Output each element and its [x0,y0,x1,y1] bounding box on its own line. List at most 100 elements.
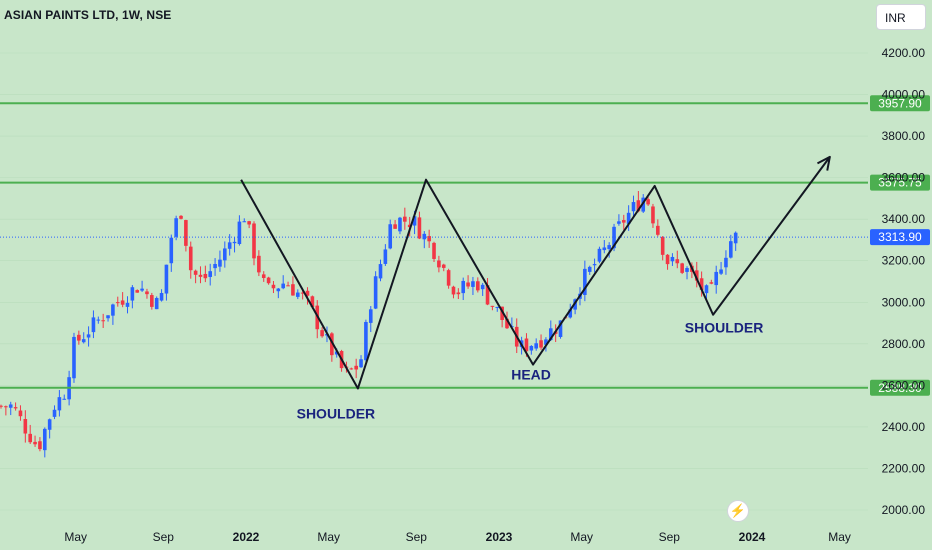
candle-body [184,220,188,246]
candle-body [709,282,714,284]
candle-body [8,404,13,408]
candle-body [544,339,548,345]
candle-body [208,271,213,277]
price-tick-label: 2200.00 [882,461,926,475]
candle-body [4,406,8,408]
price-tick-label: 2800.00 [882,337,926,351]
lightning-button[interactable]: ⚡ [727,500,749,522]
pattern-lines [240,155,831,390]
time-tick-label: Sep [659,530,681,544]
candle-body [164,264,169,294]
candle-body [388,224,393,249]
candle-body [203,273,208,279]
candle-body [451,286,456,295]
candle-body [227,242,232,249]
chart-title: ASIAN PAINTS LTD, 1W, NSE [4,8,172,22]
candle-body [441,264,446,268]
candle-body [72,336,76,379]
candle-body [193,270,198,275]
candle-body [656,225,660,235]
candle-body [597,248,602,262]
candle-body [612,226,616,249]
candle-body [378,264,383,279]
candle-body [13,407,18,409]
candle-body [232,241,237,244]
candle-body [548,328,553,341]
candle-body [77,334,81,341]
candle-body [704,285,709,294]
pattern-label: SHOULDER [297,405,376,421]
candle-body [33,441,37,445]
level-price-tag [870,174,930,191]
pattern-annotations: SHOULDER HEAD SHOULDER [297,320,764,422]
candle-body [150,295,154,307]
candle-body [636,200,641,212]
time-tick-label: May [64,530,87,544]
candle-body [295,292,300,297]
candle-body [417,217,422,239]
candle-body [412,216,417,226]
candle-body [714,271,719,286]
price-tick-label: 3000.00 [882,295,926,309]
time-tick-label: 2023 [486,530,513,544]
candle-body [247,221,251,225]
candle-body [101,320,105,322]
level-price-label: 3957.90 [878,96,922,110]
price-tick-label: 2000.00 [882,503,926,517]
price-tick-label: 2400.00 [882,420,926,434]
candle-body [592,264,597,266]
candle-body [115,302,120,304]
candle-body [583,268,587,295]
candle-body [62,398,67,400]
candle-body [218,259,222,267]
candle-body [242,221,247,223]
candle-body [699,278,704,291]
candle-body [456,292,461,295]
candle-body [719,269,723,274]
price-tick-label: 2600.00 [882,378,926,392]
candle-body [534,343,538,349]
candle-body [18,410,23,417]
candle-body [23,419,28,434]
candle-body [621,220,626,223]
candle-body [159,292,164,301]
candle-body [631,202,636,212]
candle-body [461,280,466,294]
candle-body [86,334,91,338]
candle-body [349,368,354,370]
candle-body [96,319,101,321]
candle-body [364,321,368,361]
candle-body [427,236,431,242]
time-tick-label: 2022 [233,530,260,544]
candle-body [602,247,607,251]
candle-body [179,215,183,219]
candle-body [383,249,388,264]
last-price-label: 3313.90 [878,230,922,244]
candle-body [106,315,110,319]
candle-body [188,246,193,271]
candle-body [145,291,149,295]
candle-body [154,297,159,310]
candle-body [237,221,242,245]
pattern-label: SHOULDER [685,320,764,336]
candle-body [223,248,227,261]
candle-body [422,233,427,240]
candle-body [471,281,475,287]
candle-body [490,305,495,307]
candle-body [446,270,451,286]
candle-body [135,290,140,293]
currency-selector[interactable]: INR [876,4,926,30]
candle-body [169,237,174,264]
candle-body [607,245,611,250]
candle-body [558,320,563,337]
candle-body [291,284,295,296]
level-price-tag [870,95,930,112]
candle-body [626,212,631,224]
candle-body [393,224,397,229]
candle-body [466,282,470,287]
candle-body [52,409,57,417]
candle-body [330,333,334,356]
level-price-label: 3575.75 [878,176,922,190]
last-price-tag [870,229,930,246]
